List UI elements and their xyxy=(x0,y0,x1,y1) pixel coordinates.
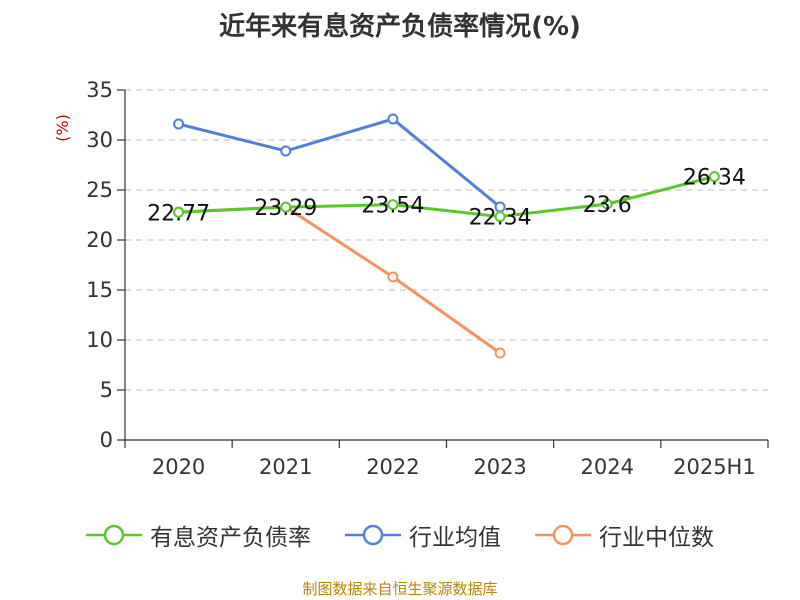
data-label: 26.34 xyxy=(683,166,746,191)
legend-label: 行业中位数 xyxy=(599,525,714,551)
data-point xyxy=(708,171,720,183)
legend-swatch xyxy=(535,524,591,546)
y-tick-label: 30 xyxy=(86,128,113,152)
x-tick-label: 2020 xyxy=(152,455,205,479)
legend-swatch xyxy=(86,524,142,546)
data-point xyxy=(173,206,185,218)
data-label: 22.77 xyxy=(147,201,210,226)
axes xyxy=(117,89,769,448)
data-point xyxy=(280,145,292,157)
legend-swatch xyxy=(345,524,401,546)
data-point xyxy=(387,199,399,211)
data-label: 23.29 xyxy=(254,196,317,221)
legend-item: 行业中位数 xyxy=(535,518,714,552)
data-point xyxy=(494,347,506,359)
x-axis-ticks: 2020 2021 2022 2023 2024 2025H1 xyxy=(152,455,756,479)
legend-label: 有息资产负债率 xyxy=(150,525,311,551)
data-point xyxy=(494,211,506,223)
legend-item: 行业均值 xyxy=(345,518,501,552)
data-point xyxy=(173,118,185,130)
legend-item: 有息资产负债率 xyxy=(86,518,311,552)
series-line-2 xyxy=(178,205,501,355)
y-tick-label: 15 xyxy=(86,278,113,302)
x-tick-label: 2025H1 xyxy=(673,455,756,479)
x-tick-label: 2021 xyxy=(259,455,312,479)
x-tick-label: 2024 xyxy=(581,455,634,479)
series-lines xyxy=(173,113,720,359)
y-tick-label: 25 xyxy=(86,178,113,202)
y-axis-label: (%) xyxy=(53,114,72,142)
y-tick-label: 0 xyxy=(100,428,113,452)
y-tick-label: 20 xyxy=(86,228,113,252)
data-label: 23.54 xyxy=(361,194,424,219)
y-tick-label: 5 xyxy=(100,378,113,402)
series-line-1 xyxy=(178,117,502,209)
data-labels: 22.77 23.29 23.54 22.34 23.6 26.34 xyxy=(147,166,746,231)
source-note: 制图数据来自恒生聚源数据库 xyxy=(302,580,498,598)
legend-swatch-marker xyxy=(552,524,574,546)
y-axis-ticks: 0 5 10 15 20 25 30 35 xyxy=(86,78,113,452)
data-label: 22.34 xyxy=(469,206,532,231)
gridlines xyxy=(125,89,768,391)
legend: 有息资产负债率 行业均值 行业中位数 xyxy=(0,518,800,552)
data-point xyxy=(280,201,292,213)
data-point xyxy=(601,198,613,210)
data-point xyxy=(387,271,399,283)
chart-title: 近年来有息资产负债率情况(%) xyxy=(219,12,581,42)
y-tick-label: 35 xyxy=(86,78,113,102)
data-point xyxy=(387,113,399,125)
x-tick-label: 2023 xyxy=(473,455,526,479)
legend-label: 行业均值 xyxy=(409,525,501,551)
legend-swatch-marker xyxy=(103,524,125,546)
legend-swatch-marker xyxy=(362,524,384,546)
data-label: 23.6 xyxy=(583,193,632,218)
y-tick-label: 10 xyxy=(86,328,113,352)
x-tick-label: 2022 xyxy=(366,455,419,479)
series-line-0 xyxy=(178,175,715,219)
